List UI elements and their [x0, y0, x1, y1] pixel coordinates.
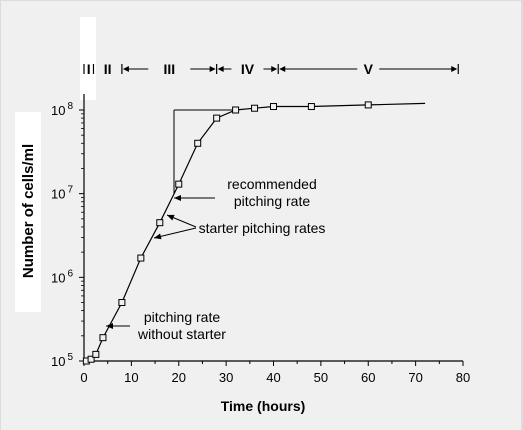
phase-arrow-left [279, 66, 286, 72]
phase-label: II [104, 61, 112, 77]
series-line [86, 102, 426, 362]
arrow-without-starter-head [106, 323, 113, 329]
x-tick-label: 10 [124, 370, 138, 385]
x-tick-label: 20 [172, 370, 186, 385]
data-point-marker [307, 103, 315, 111]
y-tick-label: 10 6 [51, 268, 73, 285]
white-mask-block [80, 17, 96, 100]
annotation-pitching-rate-without-starter: pitching rate without starter [137, 309, 226, 342]
data-point-marker [175, 180, 183, 188]
x-tick-label: 70 [408, 370, 422, 385]
data-point-marker [118, 299, 126, 307]
data-point-marker [251, 104, 259, 112]
x-tick-label: 40 [266, 370, 280, 385]
x-tick-label: 60 [361, 370, 375, 385]
y-tick-label: 10 8 [51, 101, 73, 118]
phase-bar: I II III IV V [83, 61, 459, 77]
annotation-recommended-pitching-rate: recommended pitching rate [227, 176, 317, 209]
data-point-marker [232, 106, 240, 114]
phase-arrow-right [209, 66, 216, 72]
arrow-recommended-head [174, 195, 181, 201]
x-tick-label: 0 [80, 370, 87, 385]
x-axis-label: Time (hours) [221, 398, 306, 414]
phase-arrow-right [451, 66, 458, 72]
reference-lines [173, 109, 236, 194]
x-tick-label: 30 [219, 370, 233, 385]
x-tick-label: 50 [314, 370, 328, 385]
phase-label: III [163, 61, 175, 77]
y-axis-label: Number of cells/ml [20, 144, 37, 278]
phase-label: V [364, 61, 374, 77]
frame-border-left [0, 0, 1, 430]
arrow-starter-lower-line [153, 227, 197, 239]
phase-label: IV [241, 61, 255, 77]
data-point-marker [156, 219, 164, 227]
series-growth [82, 101, 426, 365]
data-point-marker [270, 103, 277, 111]
y-tick-label: 10 5 [51, 352, 73, 369]
y-tick-label: 10 7 [51, 185, 73, 202]
phase-arrow-right [271, 66, 278, 72]
phase-arrow-left [217, 66, 224, 72]
data-point-marker [194, 139, 202, 147]
arrow-starter-lower-head [154, 233, 162, 240]
data-point-marker [92, 350, 100, 358]
data-point-marker [137, 254, 145, 262]
phase-label: I [87, 61, 91, 77]
data-point-marker [87, 355, 95, 363]
data-point-marker [213, 114, 221, 122]
phase-arrow-left [122, 66, 129, 72]
data-point-marker [99, 334, 107, 342]
data-point-marker [364, 101, 372, 109]
x-tick-label: 80 [456, 370, 470, 385]
y-axis-label-background [15, 112, 41, 312]
annotations: recommended pitching rate starter pitching… [106, 176, 325, 342]
annotation-starter-pitching-rates: starter pitching rates [199, 220, 326, 236]
frame-border-top [0, 0, 523, 1]
arrow-starter-upper-head [167, 214, 175, 221]
frame-border-right [521, 0, 523, 430]
